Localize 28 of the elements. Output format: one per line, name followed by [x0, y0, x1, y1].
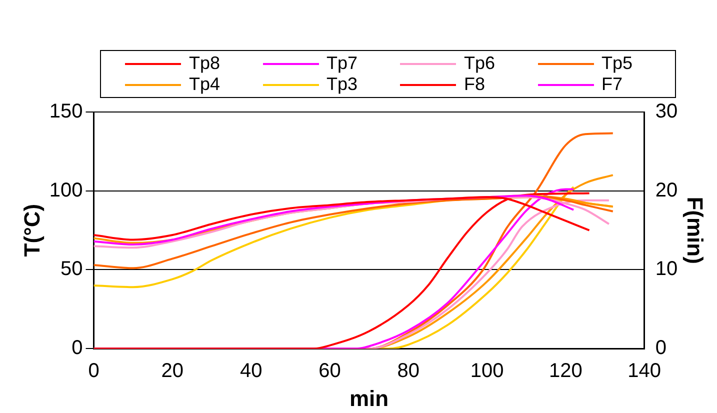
legend-label: Tp7	[326, 53, 358, 74]
x-tick-label: 140	[628, 360, 662, 382]
line-series	[94, 196, 614, 270]
legend-label: Tp8	[189, 53, 220, 74]
y-tick-label: 50	[60, 258, 83, 280]
legend-label: Tp5	[602, 53, 633, 74]
x-tick-label: 40	[240, 360, 262, 382]
y2-tick-label: 0	[655, 337, 666, 360]
legend-label: Tp3	[326, 74, 358, 95]
y-tick-label: 0	[72, 337, 83, 360]
x-axis-title: min	[350, 386, 389, 411]
legend-label: F7	[602, 74, 623, 95]
y-tick-label: 100	[49, 179, 83, 202]
x-tick-label: 60	[318, 360, 341, 382]
legend-label: Tp6	[464, 53, 496, 74]
y2-tick-label: 20	[655, 179, 678, 202]
y-axis-title: T(°C)	[19, 204, 44, 257]
x-tick-label: 0	[88, 360, 100, 382]
x-tick-label: 100	[470, 360, 504, 382]
x-tick-label: 80	[397, 360, 420, 382]
legend-label: Tp4	[189, 74, 220, 95]
y2-tick-label: 30	[655, 100, 678, 123]
legend-label: F8	[464, 74, 486, 95]
x-tick-label: 20	[161, 360, 184, 382]
y-tick-label: 150	[49, 100, 83, 123]
y2-axis-title: F(min)	[682, 196, 708, 264]
y2-tick-label: 10	[655, 258, 678, 280]
x-tick-label: 120	[549, 360, 582, 382]
